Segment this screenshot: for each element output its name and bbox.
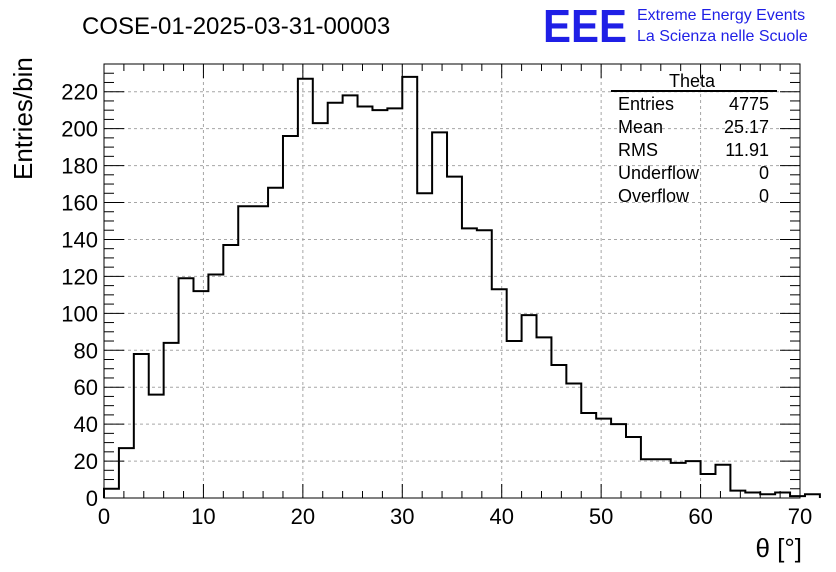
histogram-bin	[507, 341, 522, 498]
x-axis-title: θ [°]	[755, 533, 802, 563]
histogram-bin	[343, 95, 358, 498]
histogram-bin	[387, 108, 402, 498]
histogram-bin	[119, 448, 134, 498]
x-tick-label: 70	[788, 504, 812, 529]
histogram-bin	[701, 474, 716, 498]
stats-label: Overflow	[618, 186, 690, 206]
y-tick-label: 220	[61, 80, 98, 105]
y-tick-label: 180	[61, 154, 98, 179]
histogram-bin	[596, 419, 611, 498]
y-tick-label: 40	[74, 412, 98, 437]
histogram-bin	[268, 188, 283, 498]
histogram-bin	[477, 230, 492, 498]
x-tick-label: 0	[98, 504, 110, 529]
x-tick-label: 60	[688, 504, 712, 529]
stats-label: RMS	[618, 140, 658, 160]
histogram-bin	[298, 79, 313, 498]
histogram-bin	[537, 337, 552, 498]
histogram-bin	[134, 354, 149, 498]
histogram-bin	[238, 206, 253, 498]
histogram-outline	[103, 75, 821, 498]
stats-rows: Entries 4775 Mean 25.17 RMS 11.91 Underflow 0 Ov…	[618, 94, 769, 206]
logo-line-1: Extreme Energy Events	[637, 7, 805, 24]
stats-label: Entries	[618, 94, 674, 114]
histogram-bin	[715, 465, 730, 498]
histogram-bin	[283, 136, 298, 498]
stats-box: Theta Entries 4775 Mean 25.17 RMS 11.91 Underf…	[611, 71, 777, 206]
x-tick-label: 20	[291, 504, 315, 529]
histogram-bin	[641, 459, 656, 498]
y-tick-label: 100	[61, 301, 98, 326]
stats-label: Underflow	[618, 163, 700, 183]
histogram-bin	[164, 343, 179, 498]
histogram-bin	[432, 132, 447, 498]
histogram-bin	[626, 437, 641, 498]
stats-value: 25.17	[724, 117, 769, 137]
histogram-bins	[104, 77, 820, 498]
y-tick-label: 80	[74, 338, 98, 363]
y-tick-label: 0	[86, 486, 98, 511]
histogram-bin	[193, 291, 208, 498]
stats-value: 0	[759, 186, 769, 206]
histogram-bin	[223, 245, 238, 498]
histogram-bin	[447, 177, 462, 498]
histogram-bin	[656, 459, 671, 498]
stats-value: 0	[759, 163, 769, 183]
histogram-bin	[730, 491, 745, 498]
histogram-bin	[611, 424, 626, 498]
eee-logo-mark: EEE	[543, 0, 627, 52]
y-axis-title: Entries/bin	[8, 57, 38, 180]
stats-label: Mean	[618, 117, 663, 137]
histogram-bin	[671, 463, 686, 498]
stats-value: 4775	[729, 94, 769, 114]
histogram-bin	[551, 365, 566, 498]
x-tick-label: 40	[489, 504, 513, 529]
y-tick-label: 120	[61, 264, 98, 289]
y-tick-label: 140	[61, 227, 98, 252]
y-tick-label: 20	[74, 449, 98, 474]
histogram-bin	[208, 275, 223, 498]
x-tick-label: 50	[589, 504, 613, 529]
histogram-bin	[358, 106, 373, 498]
chart-title: COSE-01-2025-03-31-00003	[82, 13, 390, 40]
histogram-bin	[328, 103, 343, 498]
histogram-bin	[253, 206, 268, 498]
stats-title: Theta	[669, 71, 716, 91]
histogram-bin	[149, 395, 164, 498]
y-tick-label: 160	[61, 191, 98, 216]
x-tick-label: 30	[390, 504, 414, 529]
histogram-bin	[522, 315, 537, 498]
logo-line-2: La Scienza nelle Scuole	[637, 28, 808, 45]
histogram-bin	[402, 77, 417, 498]
histogram-bin	[686, 461, 701, 498]
histogram-bin	[492, 289, 507, 498]
histogram-bin	[417, 193, 432, 498]
stats-value: 11.91	[725, 140, 769, 160]
axis-ticks	[103, 64, 801, 499]
histogram-bin	[581, 413, 596, 498]
x-tick-label: 10	[191, 504, 215, 529]
histogram-bin	[313, 123, 328, 498]
histogram-bin	[372, 110, 387, 498]
tick-labels: 0 10 20 30 40 50 60 70 0 20 40 60 80 100 120 140 160 180 2…	[61, 80, 812, 529]
grid-lines	[104, 64, 800, 498]
y-tick-label: 60	[74, 375, 98, 400]
histogram-bin	[179, 278, 194, 498]
histogram-bin	[462, 228, 477, 498]
histogram-bin	[104, 489, 119, 498]
plot-frame	[103, 63, 801, 499]
histogram-bin	[566, 383, 581, 498]
eee-logo: EEE Extreme Energy Events La Scienza nel…	[543, 0, 808, 52]
y-tick-label: 200	[61, 117, 98, 142]
